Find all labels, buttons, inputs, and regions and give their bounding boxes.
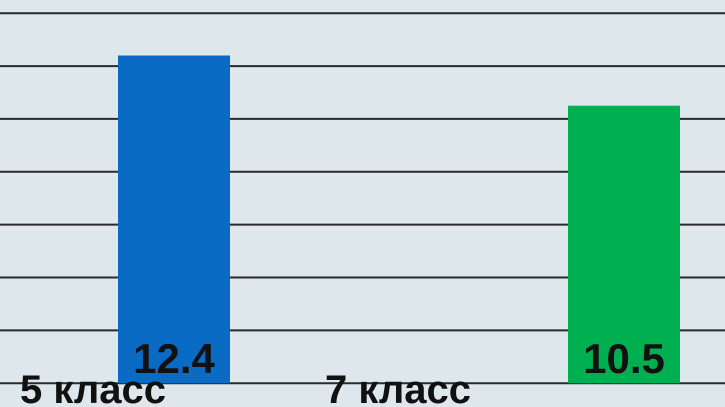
bar <box>118 55 230 384</box>
category-label: 5 класс <box>20 368 166 407</box>
bar <box>568 105 680 384</box>
category-label: 7 класс <box>325 368 471 407</box>
value-label: 12.4 <box>133 335 215 382</box>
value-label: 10.5 <box>583 335 665 382</box>
